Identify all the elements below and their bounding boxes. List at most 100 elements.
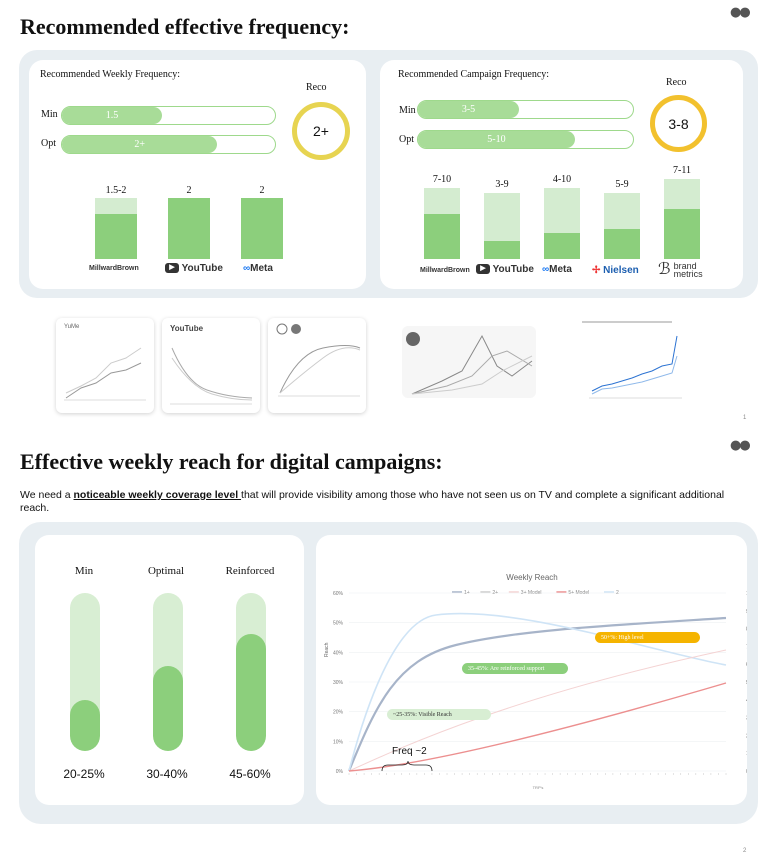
campaign-bar-fill bbox=[604, 228, 640, 259]
campaign-bar bbox=[544, 188, 580, 259]
campaign-bar-label: 7-11 bbox=[673, 165, 691, 176]
campaign-card-title: Recommended Campaign Frequency: bbox=[398, 69, 550, 80]
campaign-bar-fill bbox=[664, 209, 700, 259]
coverage-pill-fill bbox=[236, 634, 266, 751]
coverage-card: Min Optimal Reinforced 20-25% 30-40% 45-… bbox=[35, 535, 304, 805]
weekly-bar-label: 2 bbox=[259, 185, 265, 196]
meta-text: Meta bbox=[250, 263, 273, 274]
youtube-logo: ▶ YouTube bbox=[165, 263, 223, 274]
weekly-min-bar: 1.5 bbox=[61, 106, 276, 125]
thumb-chart-graphic: YuMe bbox=[64, 324, 146, 401]
campaign-opt-fill: 5-10 bbox=[418, 131, 575, 148]
y-left-tick: 40% bbox=[333, 650, 344, 656]
meta-text: Meta bbox=[549, 264, 572, 275]
series-5plus-line bbox=[348, 682, 727, 772]
y-right-tick: 6% bbox=[746, 662, 747, 668]
thumbnail-brandmetrics-chart bbox=[577, 316, 699, 413]
weekly-bar-fill bbox=[168, 198, 210, 259]
tag-visible-reach: ~25-35%: Visible Reach bbox=[387, 709, 491, 720]
coverage-head: Reinforced bbox=[225, 565, 275, 577]
campaign-bar-label: 4-10 bbox=[552, 174, 572, 185]
thumb-chart-graphic bbox=[406, 332, 533, 395]
coverage-value: 20-25% bbox=[63, 767, 105, 781]
nielsen-text: Nielsen bbox=[603, 265, 639, 276]
logo-icon: ●̶● bbox=[730, 438, 751, 453]
weekly-min-label: Min bbox=[41, 109, 58, 120]
campaign-bar bbox=[424, 188, 460, 259]
weekly-reco-label: Reco bbox=[306, 82, 327, 93]
intro-pre: We need a bbox=[20, 489, 74, 501]
youtube-text: YouTube bbox=[181, 263, 223, 274]
weekly-card-title: Recommended Weekly Frequency: bbox=[40, 69, 181, 80]
y-left-tick: 20% bbox=[333, 710, 344, 716]
y-right-tick: 2% bbox=[746, 733, 747, 739]
weekly-reach-chart-card: Weekly Reach 1+ 2+ 3+ Model 5+ Model 2 0% 10%… bbox=[316, 535, 757, 805]
campaign-bar-label: 7-10 bbox=[432, 174, 452, 185]
play-icon: ▶ bbox=[476, 264, 490, 275]
weekly-reach-chart: Weekly Reach 1+ 2+ 3+ Model 5+ Model 2 0%10%… bbox=[324, 573, 757, 790]
chart-ylabel: Reach bbox=[324, 642, 330, 657]
weekly-bar bbox=[95, 198, 137, 259]
coverage-value: 45-60% bbox=[229, 767, 271, 781]
coverage-pill-fill bbox=[70, 700, 100, 751]
campaign-opt-label: Opt bbox=[399, 134, 414, 145]
meta-infinity-icon: ∞ bbox=[243, 263, 251, 274]
chart-title: Weekly Reach bbox=[506, 573, 557, 582]
coverage-pill-fill bbox=[153, 665, 183, 751]
y-right-tick: 8% bbox=[746, 627, 747, 633]
campaign-bar bbox=[604, 193, 640, 259]
nielsen-dots-icon: ✢ bbox=[592, 265, 601, 276]
y-right-tick: 7% bbox=[746, 644, 747, 650]
series-2-line bbox=[348, 612, 727, 772]
coverage-value: 30-40% bbox=[146, 767, 188, 781]
freq-bracket bbox=[381, 760, 433, 772]
intro-text: We need a noticeable weekly coverage lev… bbox=[20, 489, 740, 515]
y-right-tick: 9% bbox=[746, 609, 747, 615]
y-right-tick: 1% bbox=[746, 751, 747, 757]
coverage-pill bbox=[236, 593, 266, 751]
meta-logo: ∞Meta bbox=[542, 264, 572, 275]
thumbnail-millward-chart: YuMe bbox=[56, 318, 154, 413]
thumbnail-nielsen-chart bbox=[402, 326, 536, 398]
campaign-bar-fill bbox=[544, 233, 580, 259]
y-left-tick: 50% bbox=[333, 621, 344, 627]
thumbnail-youtube-chart: YouTube bbox=[162, 318, 260, 413]
weekly-opt-label: Opt bbox=[41, 138, 56, 149]
thumbnail-meta-chart bbox=[268, 318, 366, 413]
campaign-bar bbox=[664, 179, 700, 259]
thumb-chart-graphic bbox=[582, 321, 682, 399]
slide2-title: Effective weekly reach for digital campa… bbox=[20, 449, 443, 474]
brand-metrics-icon: ℬ bbox=[658, 261, 671, 278]
thumb-chart-graphic bbox=[170, 347, 253, 405]
y-right-tick: 10% bbox=[746, 591, 747, 597]
y-right-tick: 5% bbox=[746, 680, 747, 686]
page-number-1: 1 bbox=[743, 415, 747, 421]
thumb-chart-graphic bbox=[276, 323, 361, 397]
campaign-bar bbox=[484, 193, 520, 259]
intro-bold: noticeable weekly coverage level bbox=[73, 489, 242, 501]
slide1-title: Recommended effective frequency: bbox=[20, 14, 350, 39]
coverage-head: Min bbox=[74, 565, 94, 577]
coverage-head: Optimal bbox=[147, 565, 185, 577]
millward-brown-logo: MillwardBrown bbox=[89, 265, 139, 272]
weekly-bar-fill bbox=[95, 214, 137, 259]
campaign-opt-bar: 5-10 bbox=[417, 130, 634, 149]
weekly-bar-label: 2 bbox=[186, 185, 192, 196]
tag-high-level: 50+%: High level bbox=[595, 632, 700, 643]
y-left-tick: 10% bbox=[333, 739, 344, 745]
y-right-tick: 4% bbox=[746, 698, 747, 704]
tag-reinforced: 35-45%: Are reinforced support bbox=[462, 663, 568, 674]
campaign-bar-fill bbox=[484, 241, 520, 259]
thumb-youtube-label: YouTube bbox=[170, 324, 204, 333]
y-right-tick: 3% bbox=[746, 716, 747, 722]
youtube-logo: ▶ YouTube bbox=[476, 264, 534, 275]
y-left-tick: 30% bbox=[333, 680, 344, 686]
campaign-reco-ring: 3-8 bbox=[650, 95, 707, 152]
y-right-tick: 0% bbox=[746, 769, 747, 775]
weekly-reco-ring: 2+ bbox=[292, 102, 350, 160]
campaign-min-label: Min bbox=[399, 105, 416, 116]
campaign-bar-label: 5-9 bbox=[615, 179, 629, 190]
weekly-min-fill: 1.5 bbox=[62, 107, 163, 124]
youtube-text: YouTube bbox=[492, 264, 534, 275]
coverage-pill bbox=[70, 593, 100, 751]
